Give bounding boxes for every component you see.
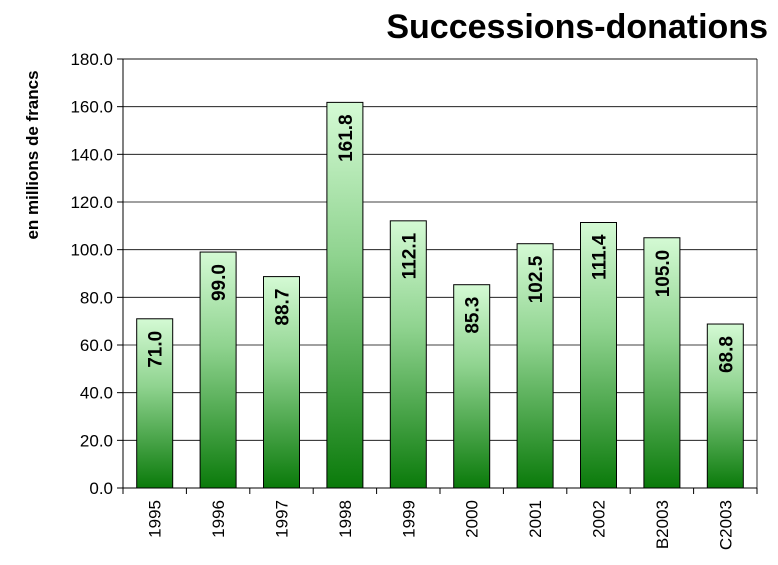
bar-1995 xyxy=(136,318,174,489)
y-tick-label: 160.0 xyxy=(70,98,113,117)
y-tick-label: 0.0 xyxy=(89,479,113,498)
data-label: 99.0 xyxy=(209,264,230,301)
data-label: 102.5 xyxy=(526,255,547,303)
x-tick-label: 1996 xyxy=(209,500,228,538)
x-tick-labels: 1995 1996 1997 1998 1999 2000 2001 2002 B2003 C20… xyxy=(146,500,736,550)
axes xyxy=(117,58,758,494)
data-label: 161.8 xyxy=(336,114,357,162)
x-tick-label: 1998 xyxy=(336,500,355,538)
y-tick-label: 40.0 xyxy=(80,384,113,403)
bar-2000 xyxy=(453,284,491,489)
data-label: 112.1 xyxy=(399,232,420,279)
y-axis-label: en millions de francs xyxy=(23,70,42,239)
x-tick-label: 2001 xyxy=(526,500,545,538)
x-tick-label: 1999 xyxy=(399,500,418,538)
x-tick-label: 1997 xyxy=(273,500,292,538)
bars xyxy=(136,101,744,489)
data-label: 68.8 xyxy=(716,336,737,373)
x-tick-label: 2000 xyxy=(463,500,482,538)
y-tick-label: 120.0 xyxy=(70,193,113,212)
data-label: 85.3 xyxy=(463,297,484,334)
bar-B2003 xyxy=(643,237,681,489)
y-tick-label: 80.0 xyxy=(80,288,113,307)
bar-2002 xyxy=(580,221,617,489)
y-tick-label: 60.0 xyxy=(80,336,113,355)
data-labels: 71.0 99.0 88.7 161.8 112.1 85.3 102.5 111.4 105.… xyxy=(146,114,738,373)
data-label: 111.4 xyxy=(590,234,611,280)
bar-2001 xyxy=(516,243,554,489)
x-tick-label: 2002 xyxy=(590,500,609,538)
y-tick-label: 20.0 xyxy=(80,431,113,450)
y-tick-label: 140.0 xyxy=(70,145,113,164)
data-label: 71.0 xyxy=(146,331,167,368)
x-tick-label: C2003 xyxy=(716,500,735,550)
x-tick-label: B2003 xyxy=(653,500,672,549)
bar-C2003 xyxy=(706,323,744,489)
y-tick-label: 100.0 xyxy=(70,241,113,260)
chart-title: Successions-donations xyxy=(386,8,768,46)
y-tick-labels: 0.0 20.0 40.0 60.0 80.0 100.0 120.0 140.0 160.0 1… xyxy=(70,50,113,498)
data-label: 105.0 xyxy=(653,250,674,298)
data-label: 88.7 xyxy=(273,289,294,326)
y-tick-label: 180.0 xyxy=(70,50,113,69)
x-tick-label: 1995 xyxy=(146,500,165,538)
